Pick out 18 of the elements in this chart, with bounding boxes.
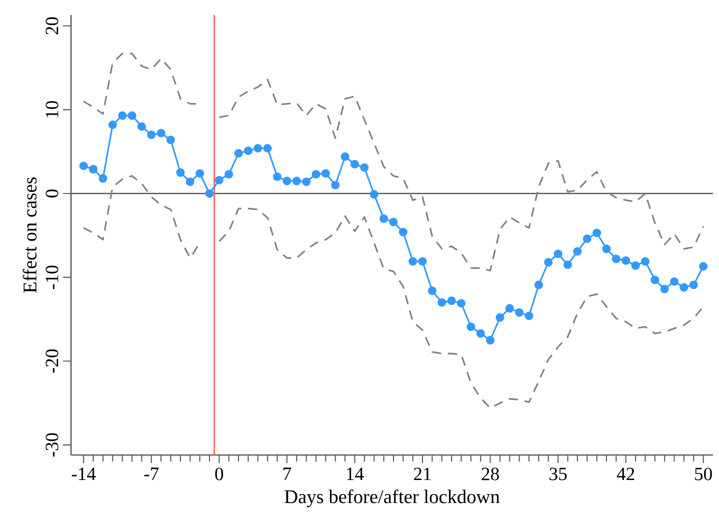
x-tick-label: 42 [616,468,634,480]
x-tick-label: 7 [284,468,292,480]
y-tick-label: -20 [46,349,58,373]
x-tick-label: 0 [215,468,224,480]
x-tick-label: 14 [347,468,364,480]
x-tick-label: 50 [695,468,712,480]
y-tick-label: -30 [46,433,58,457]
x-tick-label: 21 [414,468,431,480]
y-tick-label: -10 [46,266,58,290]
x-tick-label: -7 [144,468,159,480]
x-tick-label: 35 [550,468,567,480]
y-tick-label: 0 [46,190,58,198]
y-axis-title: Effect on cases [22,177,37,293]
x-tick-label: -14 [72,468,96,480]
y-tick-label: 20 [46,17,58,34]
x-tick-label: 28 [482,468,499,480]
y-tick-label: 10 [46,101,58,118]
x-axis-title: Days before/after lockdown [284,489,500,508]
